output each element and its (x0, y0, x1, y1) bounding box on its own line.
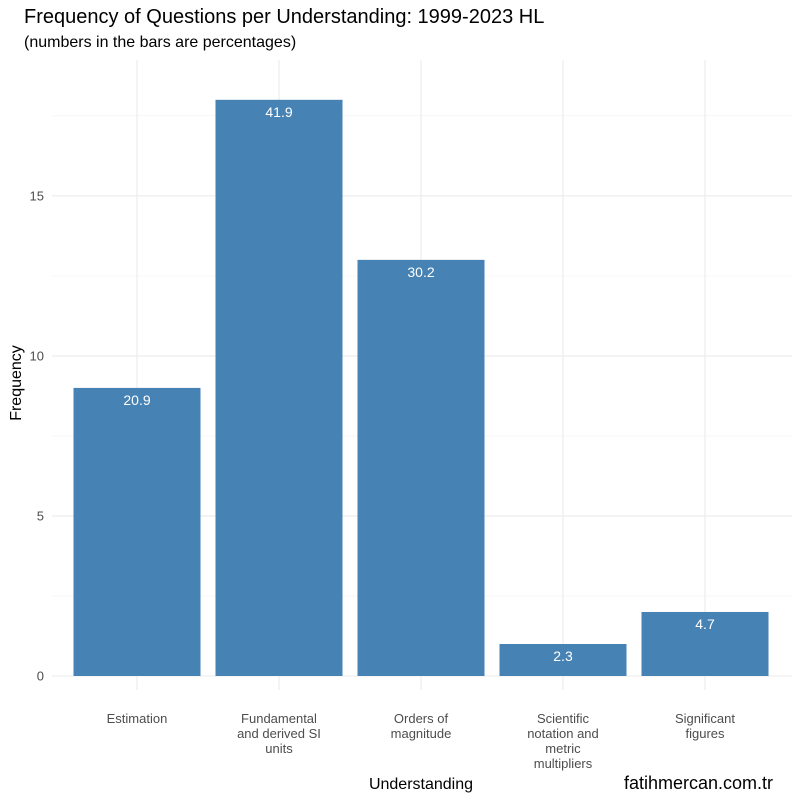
bar-data-label: 4.7 (695, 616, 715, 632)
bar (73, 387, 201, 676)
bar-data-label: 30.2 (407, 264, 434, 280)
site-credit: fatihmercan.com.tr (624, 773, 773, 793)
x-tick-label: Fundamental and derived SI units (237, 711, 321, 756)
bar (641, 611, 769, 676)
y-axis-ticks: 0 5 10 15 (30, 188, 44, 683)
y-tick-label: 15 (30, 188, 44, 203)
bar-data-label: 2.3 (553, 648, 573, 664)
y-axis-title: Frequency (8, 345, 25, 421)
y-tick-label: 5 (37, 508, 44, 523)
x-tick-label: Scientific notation and metric multipliers (527, 711, 599, 771)
y-tick-label: 10 (30, 348, 44, 363)
x-tick-label: Estimation (107, 711, 168, 726)
bar-data-label: 41.9 (265, 104, 292, 120)
x-axis-title: Understanding (369, 776, 473, 793)
x-tick-label: Significant figures (675, 711, 735, 741)
chart-subtitle: (numbers in the bars are percentages) (24, 34, 297, 51)
x-axis-ticks: Estimation Fundamental and derived SI units… (107, 711, 736, 771)
chart-title: Frequency of Questions per Understanding… (24, 6, 545, 28)
bars (73, 99, 769, 677)
y-tick-label: 0 (37, 669, 44, 684)
x-tick-label: Orders of magnitude (391, 711, 452, 741)
bar-data-label: 20.9 (123, 392, 150, 408)
data-labels: 20.9 41.9 30.2 2.3 4.7 (123, 104, 715, 664)
bar (357, 259, 485, 676)
bar (499, 643, 627, 676)
bar (215, 99, 343, 677)
